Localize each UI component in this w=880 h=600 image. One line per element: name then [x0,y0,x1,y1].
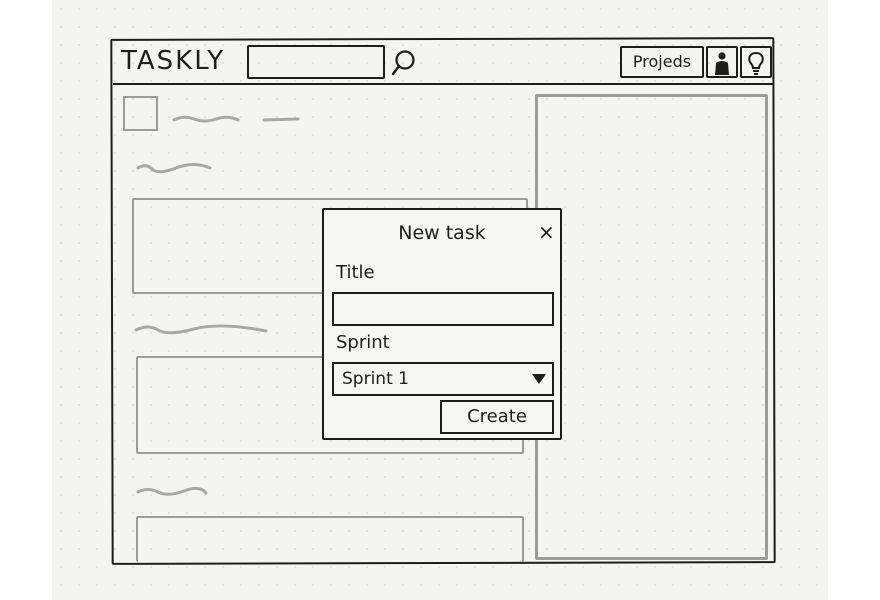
section-heading-placeholder [136,163,212,174]
ideas-button[interactable] [740,46,772,78]
profile-button[interactable] [706,46,738,78]
avatar-placeholder [123,96,158,131]
close-icon[interactable]: × [538,220,555,244]
create-button[interactable]: Create [440,400,554,434]
task-card[interactable] [136,516,524,562]
new-task-dialog: New task × Title Sprint Sprint 1 Create [322,208,562,440]
title-input[interactable] [332,292,554,326]
title-label: Title [336,262,375,283]
section-heading-placeholder [134,324,268,335]
username-placeholder [172,115,300,123]
side-panel [535,94,768,560]
projects-button[interactable]: Projeds [620,46,704,78]
dialog-title: New task [398,222,486,244]
search-icon[interactable] [390,48,418,78]
app-logo: TASKLY [121,46,226,76]
search-input[interactable] [247,45,385,79]
chevron-down-icon [532,374,546,384]
sprint-select[interactable]: Sprint 1 [332,362,554,396]
header-divider [113,83,773,85]
sprint-label: Sprint [336,332,390,353]
sprint-selected-value: Sprint 1 [342,369,409,389]
lightbulb-icon [748,51,764,75]
section-heading-placeholder [136,486,208,496]
user-icon [715,52,729,75]
